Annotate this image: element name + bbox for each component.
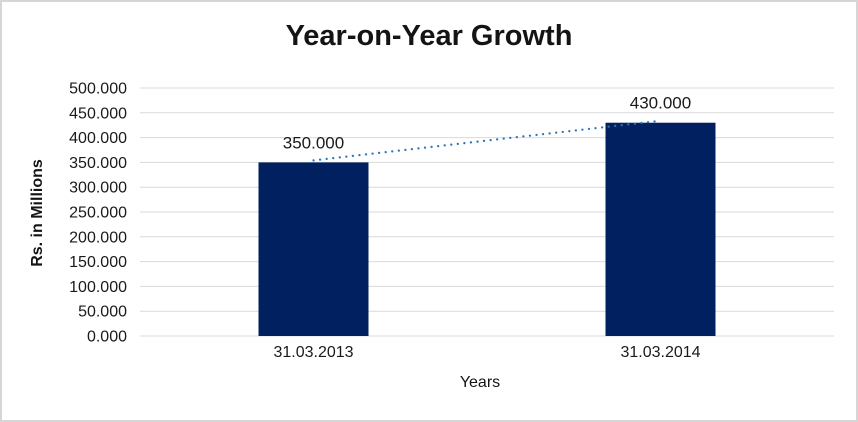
trendline <box>312 119 662 162</box>
bar-value-label: 430.000 <box>630 94 691 113</box>
x-axis-title: Years <box>459 374 501 391</box>
bar <box>258 162 369 336</box>
y-tick-label: 0.000 <box>87 329 127 346</box>
x-tick-label: 31.03.2014 <box>620 344 700 361</box>
x-tick-label: 31.03.2013 <box>273 344 353 361</box>
chart-title: Year-on-Year Growth <box>285 20 573 52</box>
y-tick-label: 200.000 <box>69 229 127 246</box>
y-tick-label: 250.000 <box>69 205 127 222</box>
y-tick-label: 150.000 <box>69 254 127 271</box>
y-tick-label: 350.000 <box>69 155 127 172</box>
y-tick-label: 500.000 <box>69 81 127 98</box>
bar <box>605 122 716 336</box>
y-tick-label: 450.000 <box>69 105 127 122</box>
y-tick-label: 400.000 <box>69 130 127 147</box>
y-tick-label: 300.000 <box>69 180 127 197</box>
bar-value-label: 350.000 <box>283 133 344 152</box>
y-tick-label: 50.000 <box>78 304 127 321</box>
y-tick-label: 100.000 <box>69 279 127 296</box>
